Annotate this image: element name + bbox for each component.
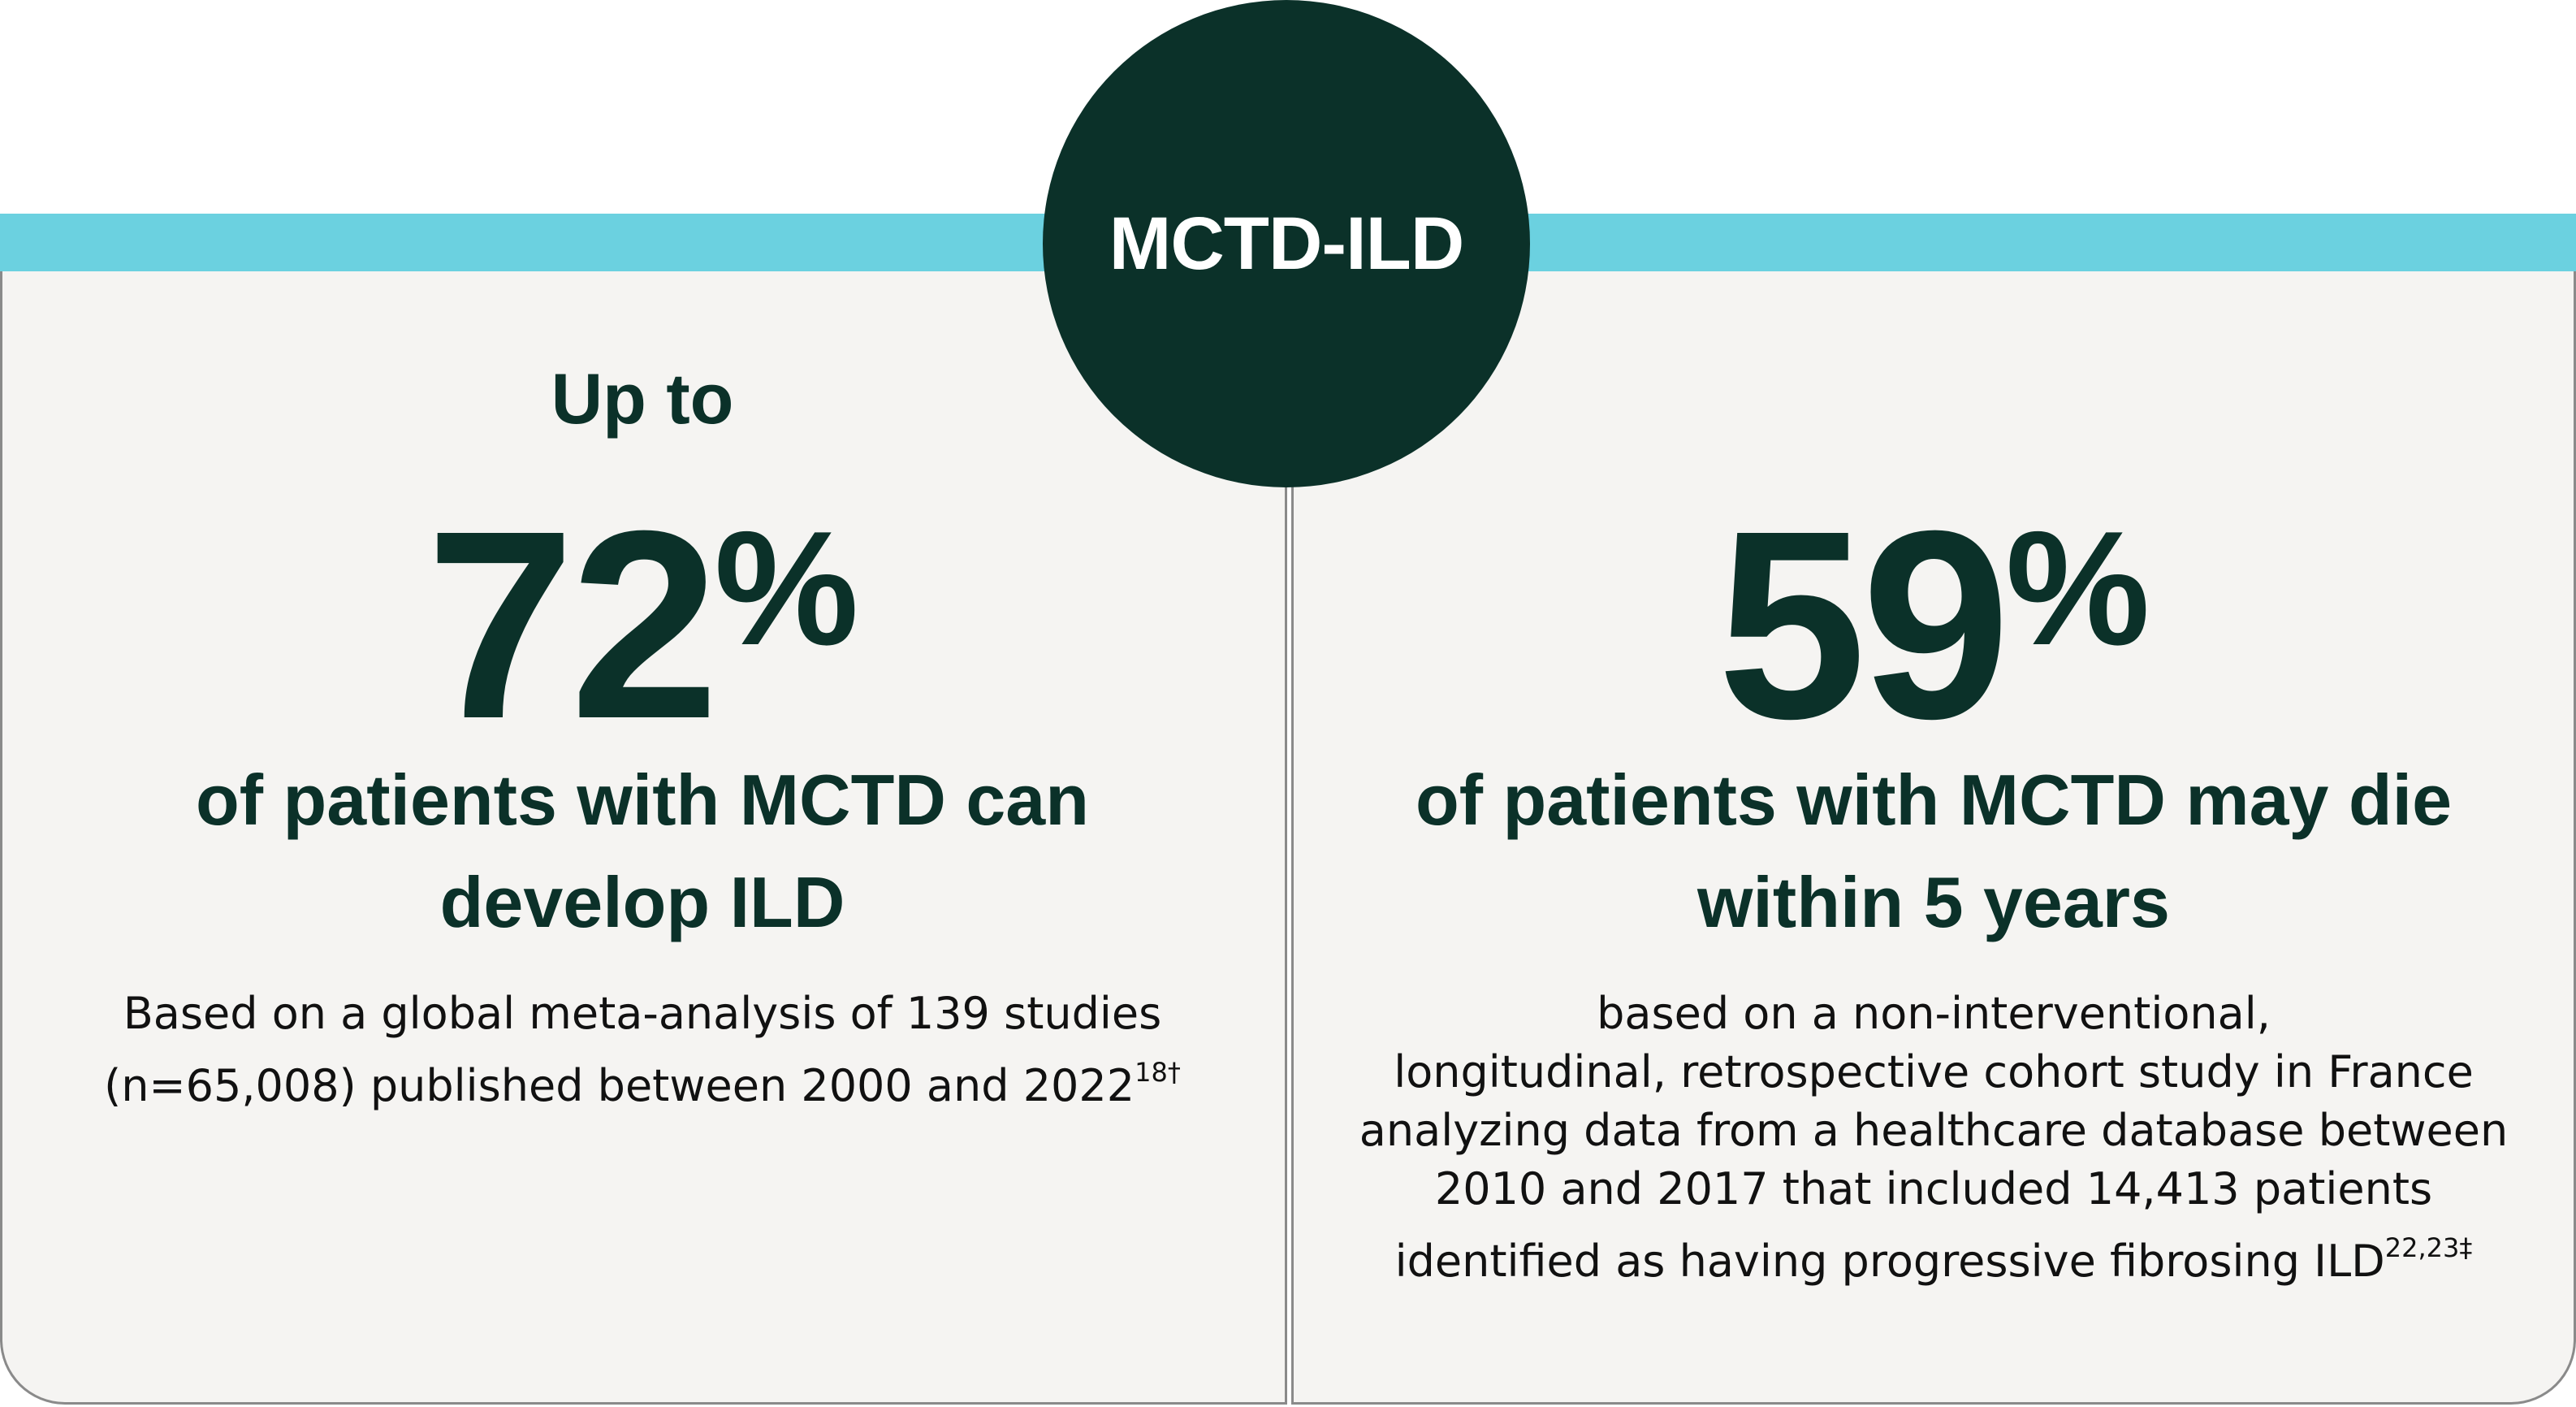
headline-line: of patients with MCTD may die	[1415, 760, 2453, 840]
note-line: identified as having progressive fibrosi…	[1291, 1219, 2576, 1291]
stat-value: 72	[426, 474, 720, 774]
note-line: 2010 and 2017 that included 14,413 patie…	[1434, 1163, 2433, 1214]
note-ref: 18†	[1135, 1057, 1181, 1088]
note-line: analyzing data from a healthcare databas…	[1359, 1105, 2509, 1156]
note: based on a non-interventional, longitudi…	[1291, 985, 2576, 1291]
stat: 72%	[0, 455, 1285, 759]
left-panel	[0, 271, 1287, 1405]
note-ref: 22,23‡	[2384, 1232, 2473, 1263]
badge: MCTD-ILD	[1043, 0, 1530, 487]
headline: of patients with MCTD can develop ILD	[0, 749, 1285, 954]
stat-symbol: %	[714, 498, 859, 679]
stat: 59%	[1291, 455, 2576, 759]
headline-line: of patients with MCTD can	[196, 760, 1089, 840]
headline-line: within 5 years	[1696, 862, 2170, 942]
stat-value: 59	[1717, 474, 2011, 774]
note-line: Based on a global meta-analysis of 139 s…	[123, 988, 1162, 1039]
note-line: (n=65,008) published between 2000 and 20…	[0, 1043, 1285, 1115]
note-text: identified as having progressive fibrosi…	[1394, 1236, 2385, 1287]
note-line: based on a non-interventional,	[1597, 988, 2271, 1039]
headline: of patients with MCTD may die within 5 y…	[1291, 749, 2576, 954]
headline-line: develop ILD	[439, 862, 845, 942]
lead-text: Up to	[551, 358, 734, 439]
right-panel	[1291, 271, 2576, 1405]
note-text: (n=65,008) published between 2000 and 20…	[104, 1060, 1135, 1111]
note: Based on a global meta-analysis of 139 s…	[0, 985, 1285, 1115]
note-line: longitudinal, retrospective cohort study…	[1394, 1046, 2474, 1097]
badge-label: MCTD-ILD	[1109, 201, 1465, 285]
stat-symbol: %	[2005, 498, 2150, 679]
